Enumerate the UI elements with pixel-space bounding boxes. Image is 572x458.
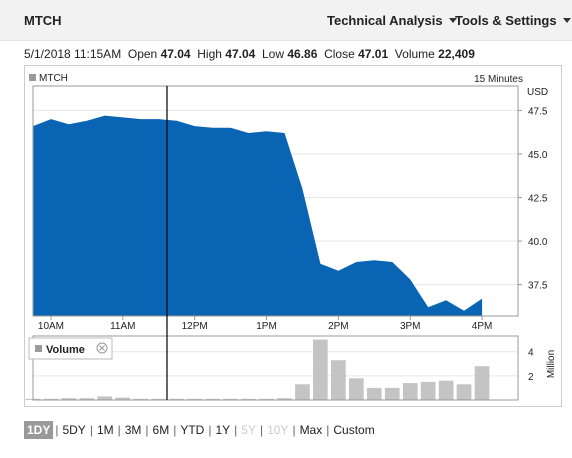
range-5dy[interactable]: 5DY [62,423,86,437]
open-value: 47.04 [160,47,191,61]
volume-legend[interactable]: Volume [28,337,113,360]
volume-bar [331,360,346,400]
volume-bar [79,398,95,400]
range-separator: | [326,423,330,437]
chevron-down-icon [562,18,571,23]
volume-plot-frame [32,335,519,401]
legend-label: MTCH [39,73,68,84]
low-value: 46.86 [287,47,318,61]
range-separator: | [208,423,212,437]
volume-bar [241,398,256,400]
volume-bar [43,398,59,400]
y-tick-label: 42.5 [528,194,548,205]
volume-legend-label: Volume [46,344,85,356]
volume-bar [223,398,238,400]
tools-settings-menu[interactable]: Tools & Settings [455,13,571,28]
volume-bar [205,398,220,400]
range-custom[interactable]: Custom [333,423,375,437]
volume-bar [438,380,454,400]
volume-bar [61,398,77,400]
volume-axis-label: Million [546,350,557,378]
volume-bar [133,398,149,400]
ticker-symbol: MTCH [24,13,62,28]
range-separator: | [259,423,264,437]
y-tick-label: 45.0 [528,150,548,161]
price-area [33,115,483,316]
volume-bar [97,396,113,400]
range-5y: 5Y [241,423,256,437]
volume-bar [402,383,418,400]
top-bar: MTCH Technical Analysis Tools & Settings [0,0,572,41]
price-chart[interactable]: MTCH 15 Minutes USD 47.5 45.0 42.5 40.0 37.5… [25,66,561,406]
close-icon[interactable] [96,342,108,354]
x-tick-label: 12PM [182,321,208,332]
low-label: Low [262,47,285,61]
range-3m[interactable]: 3M [124,423,142,437]
range-ytd[interactable]: YTD [180,423,205,437]
range-separator: | [173,423,177,437]
range-separator: | [234,423,238,437]
close-value: 47.01 [358,47,389,61]
volume-tick-label: 2 [528,372,534,383]
volume-bar [456,384,472,400]
high-value: 47.04 [225,47,256,61]
volume-value: 22,409 [438,47,475,61]
x-tick-label: 1PM [256,321,277,332]
range-1y[interactable]: 1Y [215,423,231,437]
y-tick-label: 37.5 [528,281,548,292]
quote-line: 5/1/2018 11:15AM Open 47.04 High 47.04 L… [24,47,475,61]
x-tick-label: 3PM [400,321,421,332]
close-label: Close [324,47,355,61]
currency-label: USD [527,87,548,98]
volume-bar [384,387,400,400]
volume-bar [313,339,328,400]
technical-analysis-label: Technical Analysis [327,13,443,28]
volume-legend-box [28,337,113,360]
price-plot-frame [32,85,519,317]
x-tick-label: 4PM [472,321,493,332]
volume-bar [115,397,131,400]
interval-label: 15 Minutes [474,74,523,85]
volume-bar [474,366,490,400]
x-tick-label: 2PM [328,321,349,332]
range-max[interactable]: Max [299,423,323,437]
x-tick-label: 10AM [38,321,64,332]
tools-settings-label: Tools & Settings [455,13,557,28]
volume-bar [349,378,364,400]
volume-tick-label: 4 [528,348,534,359]
chart-container[interactable]: MTCH 15 Minutes USD 47.5 45.0 42.5 40.0 37.5… [24,65,562,407]
volume-bar [259,398,274,400]
x-tick-label: 11AM [110,321,135,332]
volume-label: Volume [394,47,435,61]
range-separator: | [117,423,121,437]
volume-bar [169,398,184,400]
price-legend: MTCH [29,73,68,84]
range-selector: 1DY | 5DY | 1M | 3M | 6M | YTD | 1Y | 5Y | 10Y | Max | Custo… [24,421,377,439]
y-tick-label: 47.5 [528,106,548,117]
volume-bar [295,384,310,400]
range-separator: | [55,423,59,437]
legend-swatch [29,74,36,81]
high-label: High [197,47,222,61]
range-10y: 10Y [267,423,289,437]
volume-bar [366,387,382,400]
range-separator: | [145,423,149,437]
range-1m[interactable]: 1M [96,423,114,437]
range-1dy[interactable]: 1DY [24,421,54,439]
range-separator: | [89,423,93,437]
volume-bar [187,398,202,400]
range-separator: | [292,423,296,437]
chevron-down-icon [448,18,457,23]
range-6m[interactable]: 6M [152,423,170,437]
volume-bar [420,381,436,400]
volume-bar [277,398,292,400]
volume-legend-swatch [35,345,42,352]
quote-datetime: 5/1/2018 11:15AM [24,47,122,61]
y-tick-label: 40.0 [528,237,548,248]
volume-bar [151,398,167,400]
technical-analysis-menu[interactable]: Technical Analysis [327,13,457,28]
open-label: Open [127,47,158,61]
